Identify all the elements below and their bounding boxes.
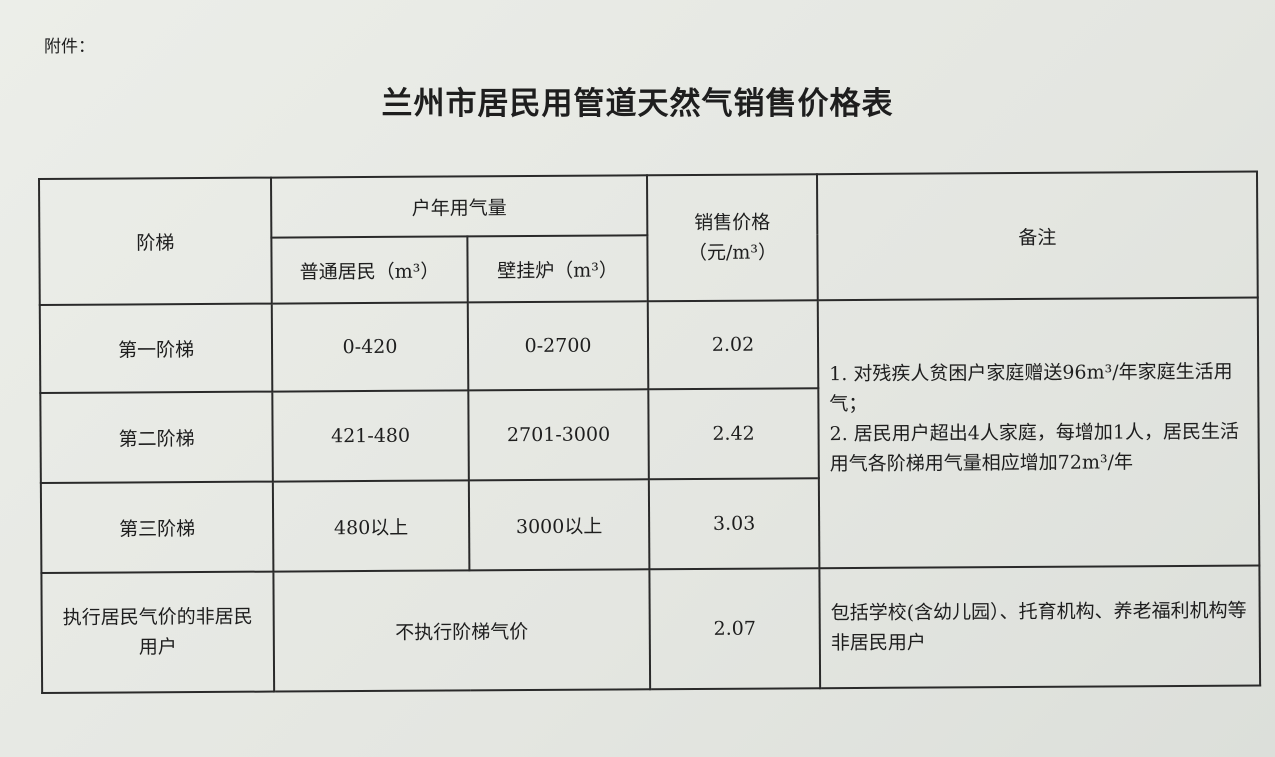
price-cell: 3.03 [648,478,820,570]
non-resident-usage-cell: 不执行阶梯气价 [273,569,651,692]
remark-2: 2. 居民用户超出4人家庭，每增加1人，居民生活用气各阶梯用气量相应增加72m³… [829,420,1239,476]
wall-boiler-cell: 0-2700 [467,301,649,391]
header-tier: 阶梯 [39,177,272,305]
wall-boiler-cell: 3000以上 [468,479,650,571]
non-resident-tier-cell: 执行居民气价的非居民用户 [41,571,275,693]
header-wall-boiler: 壁挂炉（m³） [467,235,648,303]
non-resident-remarks-cell: 包括学校(含幼儿园）、托育机构、养老福利机构等非居民用户 [819,565,1261,689]
tier-remarks-cell: 1. 对残疾人贫困户家庭赠送96m³/年家庭生活用气； 2. 居民用户超出4人家… [817,297,1260,569]
price-cell: 2.42 [648,388,819,480]
header-ordinary: 普通居民（m³） [271,236,468,304]
tier-cell: 第三阶梯 [40,481,274,573]
document-title: 兰州市居民用管道天然气销售价格表 [381,86,894,122]
ordinary-cell: 480以上 [272,480,470,572]
wall-boiler-cell: 2701-3000 [468,389,649,481]
attachment-label: 附件： [44,37,95,57]
price-cell: 2.02 [647,300,819,390]
header-price: 销售价格（元/m³） [646,174,818,302]
remark-1: 1. 对残疾人贫困户家庭赠送96m³/年家庭生活用气； [829,360,1233,416]
table-row: 执行居民气价的非居民用户 不执行阶梯气价 2.07 包括学校(含幼儿园）、托育机… [41,565,1261,693]
header-annual-usage: 户年用气量 [271,175,648,238]
header-remarks: 备注 [816,171,1258,301]
ordinary-cell: 0-420 [271,302,469,392]
ordinary-cell: 421-480 [272,390,469,482]
table-row: 第一阶梯 0-420 0-2700 2.02 1. 对残疾人贫困户家庭赠送96m… [39,297,1260,569]
non-resident-price-cell: 2.07 [649,568,821,690]
tier-cell: 第二阶梯 [40,391,273,483]
price-table: 阶梯 户年用气量 销售价格（元/m³） 备注 普通居民（m³） 壁挂炉（m³） … [38,171,1261,694]
tier-cell: 第一阶梯 [39,303,273,393]
